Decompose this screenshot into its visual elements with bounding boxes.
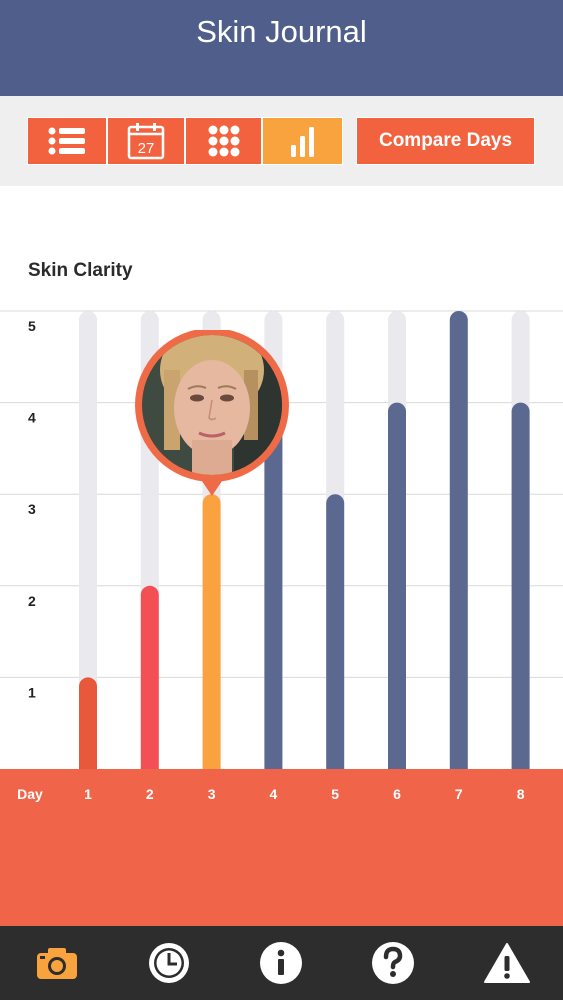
skin-clarity-chart: 1 2 3 4 5 <box>0 310 563 769</box>
calendar-day-number: 27 <box>138 140 155 157</box>
bar-day-1[interactable] <box>79 677 97 769</box>
y-tick-label: 2 <box>28 593 36 609</box>
x-tick-label: 4 <box>269 786 278 802</box>
info-nav-button[interactable] <box>254 936 308 990</box>
y-tick-label: 3 <box>28 501 36 517</box>
camera-nav-button[interactable] <box>30 936 84 990</box>
help-nav-button[interactable] <box>366 936 420 990</box>
bar-day-5[interactable] <box>326 494 345 769</box>
history-clock-icon <box>149 943 189 983</box>
bar-day-4[interactable] <box>264 402 283 769</box>
history-nav-button[interactable] <box>142 936 196 990</box>
x-axis-label: Day <box>17 786 43 802</box>
camera-icon <box>37 948 77 979</box>
chart-footer-band: Day 1 2 3 4 5 6 7 8 <box>0 769 563 926</box>
help-icon <box>372 942 414 984</box>
selected-day-photo-marker[interactable] <box>134 328 290 500</box>
bar-day-2[interactable] <box>140 585 159 769</box>
x-tick-label: 7 <box>454 786 463 802</box>
app-header: Skin Journal <box>0 0 563 96</box>
y-tick-label: 5 <box>28 318 36 334</box>
list-view-button[interactable] <box>27 117 107 165</box>
x-tick-label: 5 <box>331 786 340 802</box>
calendar-view-button[interactable]: 27 <box>107 117 185 165</box>
bar-chart-icon <box>290 127 314 157</box>
bar-chart-view-button[interactable] <box>262 117 343 165</box>
x-tick-label: 1 <box>84 786 92 802</box>
x-tick-label: 6 <box>393 786 401 802</box>
page-title: Skin Journal <box>196 14 367 49</box>
warning-icon <box>484 943 530 983</box>
view-toolbar: 27 Compare Days <box>0 96 563 186</box>
list-icon <box>48 127 85 155</box>
warning-nav-button[interactable] <box>480 936 534 990</box>
info-icon <box>260 942 302 984</box>
x-tick-label: 2 <box>145 786 154 802</box>
face-avatar <box>135 328 289 496</box>
compare-days-button[interactable]: Compare Days <box>356 117 535 165</box>
bar-day-7[interactable] <box>449 311 468 769</box>
bar-day-6[interactable] <box>388 402 406 769</box>
calendar-icon: 27 <box>127 123 165 160</box>
bar-track <box>79 311 97 769</box>
x-tick-label: 3 <box>207 786 216 802</box>
chart-title: Skin Clarity <box>28 260 133 281</box>
y-tick-label: 4 <box>28 410 36 426</box>
bottom-nav-bar <box>0 926 563 1000</box>
x-tick-label: 8 <box>516 786 525 802</box>
bar-day-8[interactable] <box>511 402 530 769</box>
grid-view-button[interactable] <box>185 117 262 165</box>
bar-day-3[interactable] <box>202 494 221 769</box>
y-tick-label: 1 <box>28 684 36 700</box>
grid-icon <box>208 125 239 157</box>
